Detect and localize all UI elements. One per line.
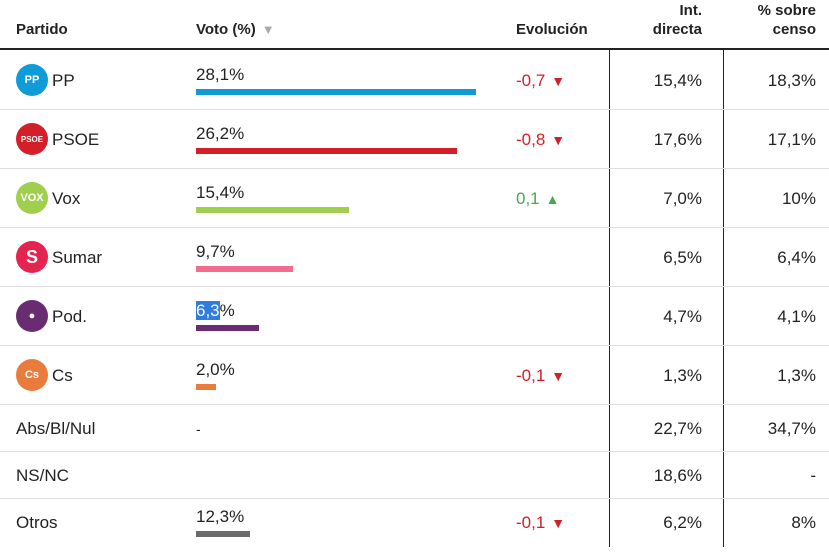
int-directa-value: 7,0%	[663, 189, 702, 208]
evolution-value: 0,1 ▲	[516, 189, 560, 209]
vox-logo-icon: VOX	[16, 182, 48, 214]
vote-value: -	[196, 421, 201, 437]
row-label: Abs/Bl/Nul	[16, 419, 96, 438]
int-directa-value: 17,6%	[653, 130, 702, 149]
podemos-logo-icon: ●	[16, 300, 48, 332]
censo-value: 6,4%	[777, 248, 816, 267]
row-label: Otros	[16, 513, 58, 532]
arrow-down-icon: ▼	[551, 132, 566, 148]
evolution-value: -0,7 ▼	[516, 71, 565, 91]
censo-value: 10%	[781, 189, 816, 208]
logo-text: VOX	[20, 192, 44, 204]
censo-value: 34,7%	[767, 419, 816, 438]
logo-text: Cs	[24, 369, 40, 381]
censo-value: 4,1%	[777, 307, 816, 326]
header-voto[interactable]: Voto (%) ▼	[196, 20, 275, 39]
logo-text: S	[25, 246, 38, 267]
row-label: NS/NC	[16, 466, 69, 485]
header-censo-line2: censo	[772, 21, 816, 38]
evolution-text: -0,7	[516, 71, 546, 90]
header-censo-line1: % sobre	[757, 2, 816, 19]
censo-value: 18,3%	[767, 71, 816, 90]
party-name[interactable]: Vox	[52, 189, 81, 208]
int-directa-value: 4,7%	[663, 307, 702, 326]
vote-value: 12,3%	[196, 507, 245, 526]
vote-bar	[196, 89, 476, 95]
vote-value: 15,4%	[196, 183, 245, 202]
cs-logo-icon: Cs	[16, 359, 48, 391]
table-header: Partido Voto (%) ▼ Evolución Int. directa…	[0, 0, 829, 50]
evolution-value: -0,8 ▼	[516, 130, 565, 150]
header-censo[interactable]: % sobre censo	[758, 1, 816, 39]
table-row: Otros 12,3% -0,1 ▼ 6,2% 8%	[0, 499, 829, 546]
arrow-down-icon: ▼	[551, 515, 566, 531]
sumar-logo-icon: S	[16, 241, 48, 273]
party-name[interactable]: PP	[52, 71, 75, 90]
table-row: ● Pod. 6,3% 4,7% 4,1%	[0, 287, 829, 346]
int-directa-value: 15,4%	[653, 71, 702, 90]
vote-bar	[196, 266, 293, 272]
vote-value: 2,0%	[196, 360, 235, 379]
vote-value: 28,1%	[196, 65, 245, 84]
int-directa-value: 6,2%	[663, 513, 702, 532]
vote-value: 26,2%	[196, 124, 245, 143]
vote-bar	[196, 531, 250, 537]
int-directa-value: 18,6%	[653, 466, 702, 485]
logo-text: ●	[28, 310, 36, 322]
vote-bar	[196, 148, 457, 154]
evolution-text: 0,1	[516, 189, 540, 208]
vote-bar	[196, 384, 216, 390]
censo-value: 8%	[791, 513, 816, 532]
table-row: PP PP 28,1% -0,7 ▼ 15,4% 18,3%	[0, 51, 829, 110]
logo-text: PP	[24, 74, 40, 86]
table-row: Cs Cs 2,0% -0,1 ▼ 1,3% 1,3%	[0, 346, 829, 405]
header-evolucion[interactable]: Evolución	[516, 21, 588, 38]
party-name[interactable]: Cs	[52, 366, 73, 385]
table-row: PSOE PSOE 26,2% -0,8 ▼ 17,6% 17,1%	[0, 110, 829, 169]
sort-down-icon[interactable]: ▼	[261, 22, 275, 37]
evolution-text: -0,8	[516, 130, 546, 149]
logo-text: PSOE	[20, 134, 44, 144]
arrow-down-icon: ▼	[551, 73, 566, 89]
header-int-line2: directa	[652, 21, 702, 38]
arrow-up-icon: ▲	[545, 191, 560, 207]
column-divider-int	[609, 50, 610, 547]
censo-value: 17,1%	[767, 130, 816, 149]
vote-bar	[196, 207, 349, 213]
int-directa-value: 6,5%	[663, 248, 702, 267]
censo-value: -	[810, 466, 816, 485]
vote-value: 9,7%	[196, 242, 235, 261]
int-directa-value: 22,7%	[653, 419, 702, 438]
table-row: Abs/Bl/Nul - 22,7% 34,7%	[0, 405, 829, 452]
int-directa-value: 1,3%	[663, 366, 702, 385]
party-name[interactable]: Sumar	[52, 248, 103, 267]
censo-value: 1,3%	[777, 366, 816, 385]
table-row: NS/NC 18,6% -	[0, 452, 829, 499]
header-int-directa[interactable]: Int. directa	[653, 1, 702, 39]
table-row: VOX Vox 15,4% 0,1 ▲ 7,0% 10%	[0, 169, 829, 228]
evolution-value: -0,1 ▼	[516, 513, 565, 533]
party-name[interactable]: Pod.	[52, 307, 87, 326]
header-int-line1: Int.	[679, 2, 703, 19]
table-row: S Sumar 9,7% 6,5% 6,4%	[0, 228, 829, 287]
header-partido[interactable]: Partido	[16, 21, 68, 38]
vote-bar	[196, 325, 259, 331]
psoe-logo-icon: PSOE	[16, 123, 48, 155]
vote-value: 6,3%	[196, 301, 235, 321]
vote-value-suffix: %	[219, 301, 235, 320]
column-divider-censo	[723, 50, 724, 547]
evolution-value: -0,1 ▼	[516, 366, 565, 386]
vote-value-selected: 6,3	[196, 301, 220, 320]
party-name[interactable]: PSOE	[52, 130, 100, 149]
evolution-text: -0,1	[516, 366, 546, 385]
evolution-text: -0,1	[516, 513, 546, 532]
header-voto-label: Voto (%)	[196, 21, 256, 38]
pp-logo-icon: PP	[16, 64, 48, 96]
arrow-down-icon: ▼	[551, 368, 566, 384]
